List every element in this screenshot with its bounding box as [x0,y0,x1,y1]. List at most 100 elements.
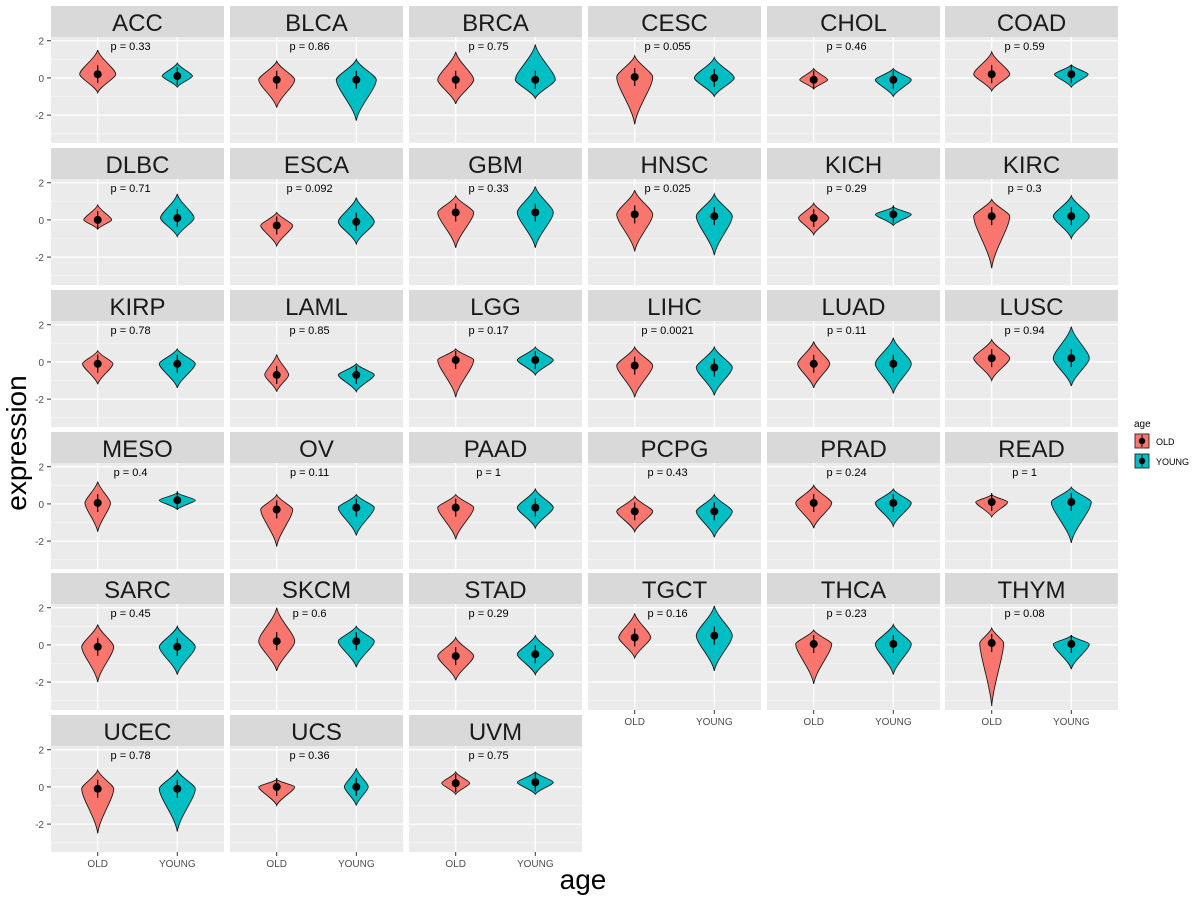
facet-strip [767,573,940,604]
median-point-old [272,782,281,791]
median-point-young [531,503,540,512]
p-value-label: p = 0.6 [293,608,327,620]
violin-old [616,53,654,125]
violin-young [1050,486,1092,544]
facet-panel-ucec: UCEC p = 0.78 -2 0 2 OLD YOUNG [35,715,224,870]
facet-strip [230,573,403,604]
facet-strip [767,6,940,37]
p-value-label: p = 1 [1012,467,1037,479]
facet-panel-prad: PRAD p = 0.24 [767,432,940,569]
median-point-old [272,221,281,230]
p-value-label: p = 0.29 [827,183,867,195]
facet-label: HNSC [640,152,708,179]
legend-label-young: YOUNG [1156,457,1189,467]
median-point-old [451,503,460,512]
median-point-old [93,784,102,793]
facet-label: GBM [468,152,523,179]
facet-label: THCA [821,577,886,604]
panel-background [588,37,761,143]
y-tick-label: 2 [38,179,44,190]
facet-strip [230,715,403,746]
facet-strip [767,148,940,179]
median-point-young [352,782,361,791]
median-point-old [93,359,102,368]
violin-old [437,347,475,398]
median-point-old [272,505,281,514]
violin-old [979,626,1005,707]
median-point-young [531,356,540,365]
median-point-old [272,637,281,646]
p-value-label: p = 0.16 [648,608,688,620]
facet-panel-ov: OV p = 0.11 [230,432,403,569]
median-point-young [889,639,898,648]
y-tick-label: 2 [38,37,44,48]
facet-strip [767,290,940,321]
facet-panel-stad: STAD p = 0.29 [409,573,582,710]
violin-old [81,768,115,834]
p-value-label: p = 0.46 [827,41,867,53]
panel-background [945,321,1118,427]
median-point-old [630,210,639,219]
panel-background [51,321,224,427]
median-point-young [1067,498,1076,507]
facet-panel-meso: MESO p = 0.4 -2 0 2 [35,432,224,569]
p-value-label: p = 0.36 [290,750,330,762]
facet-label: CESC [641,10,708,37]
panel-background [767,463,940,569]
facet-panel-dlbc: DLBC p = 0.71 -2 0 2 [35,148,224,285]
median-point-young [352,637,361,646]
panel-background [409,746,582,852]
median-point-old [451,652,460,661]
legend-key-point [1138,437,1146,445]
p-value-label: p = 0.59 [1005,41,1045,53]
x-tick-label: YOUNG [338,859,375,870]
panel-background [230,604,403,710]
panel-background [409,321,582,427]
median-point-young [352,217,361,226]
y-tick-label: 0 [38,641,44,652]
x-tick-label: OLD [266,859,287,870]
panel-background [409,179,582,285]
panel-background [51,37,224,143]
panel-background [767,37,940,143]
facet-strip [945,432,1118,463]
panel-background [945,37,1118,143]
y-tick-label: 2 [38,463,44,474]
x-tick-label: OLD [981,717,1002,728]
median-point-young [531,650,540,659]
facet-label: OV [299,436,334,463]
facet-panel-lgg: LGG p = 0.17 [409,290,582,427]
facet-label: PAAD [464,436,528,463]
p-value-label: p = 0.025 [644,183,690,195]
x-tick-label: YOUNG [696,717,733,728]
median-point-young [352,75,361,84]
x-tick-label: YOUNG [875,717,912,728]
y-tick-label: 2 [38,604,44,615]
facet-label: TGCT [642,577,708,604]
panel-background [409,37,582,143]
p-value-label: p = 0.33 [111,41,151,53]
median-point-young [889,498,898,507]
p-value-label: p = 0.75 [469,41,509,53]
facet-strip [51,573,224,604]
facet-panel-skcm: SKCM p = 0.6 [230,573,403,710]
median-point-young [531,208,540,217]
facet-panel-uvm: UVM p = 0.75 OLD YOUNG [409,715,582,870]
facet-label: SKCM [282,577,351,604]
facet-label: KICH [825,152,882,179]
facet-strip [945,6,1118,37]
facet-panel-brca: BRCA p = 0.75 [409,6,582,143]
facet-panel-gbm: GBM p = 0.33 [409,148,582,285]
panel-background [230,463,403,569]
median-point-old [93,642,102,651]
facet-strip [945,573,1118,604]
facet-panel-lusc: LUSC p = 0.94 [945,290,1118,427]
median-point-old [630,507,639,516]
facet-label: UCS [291,719,342,746]
facet-label: LIHC [647,294,702,321]
violin-old [260,493,294,547]
median-point-young [352,503,361,512]
facet-label: KIRC [1003,152,1060,179]
facet-strip [51,715,224,746]
facet-panel-esca: ESCA p = 0.092 [230,148,403,285]
